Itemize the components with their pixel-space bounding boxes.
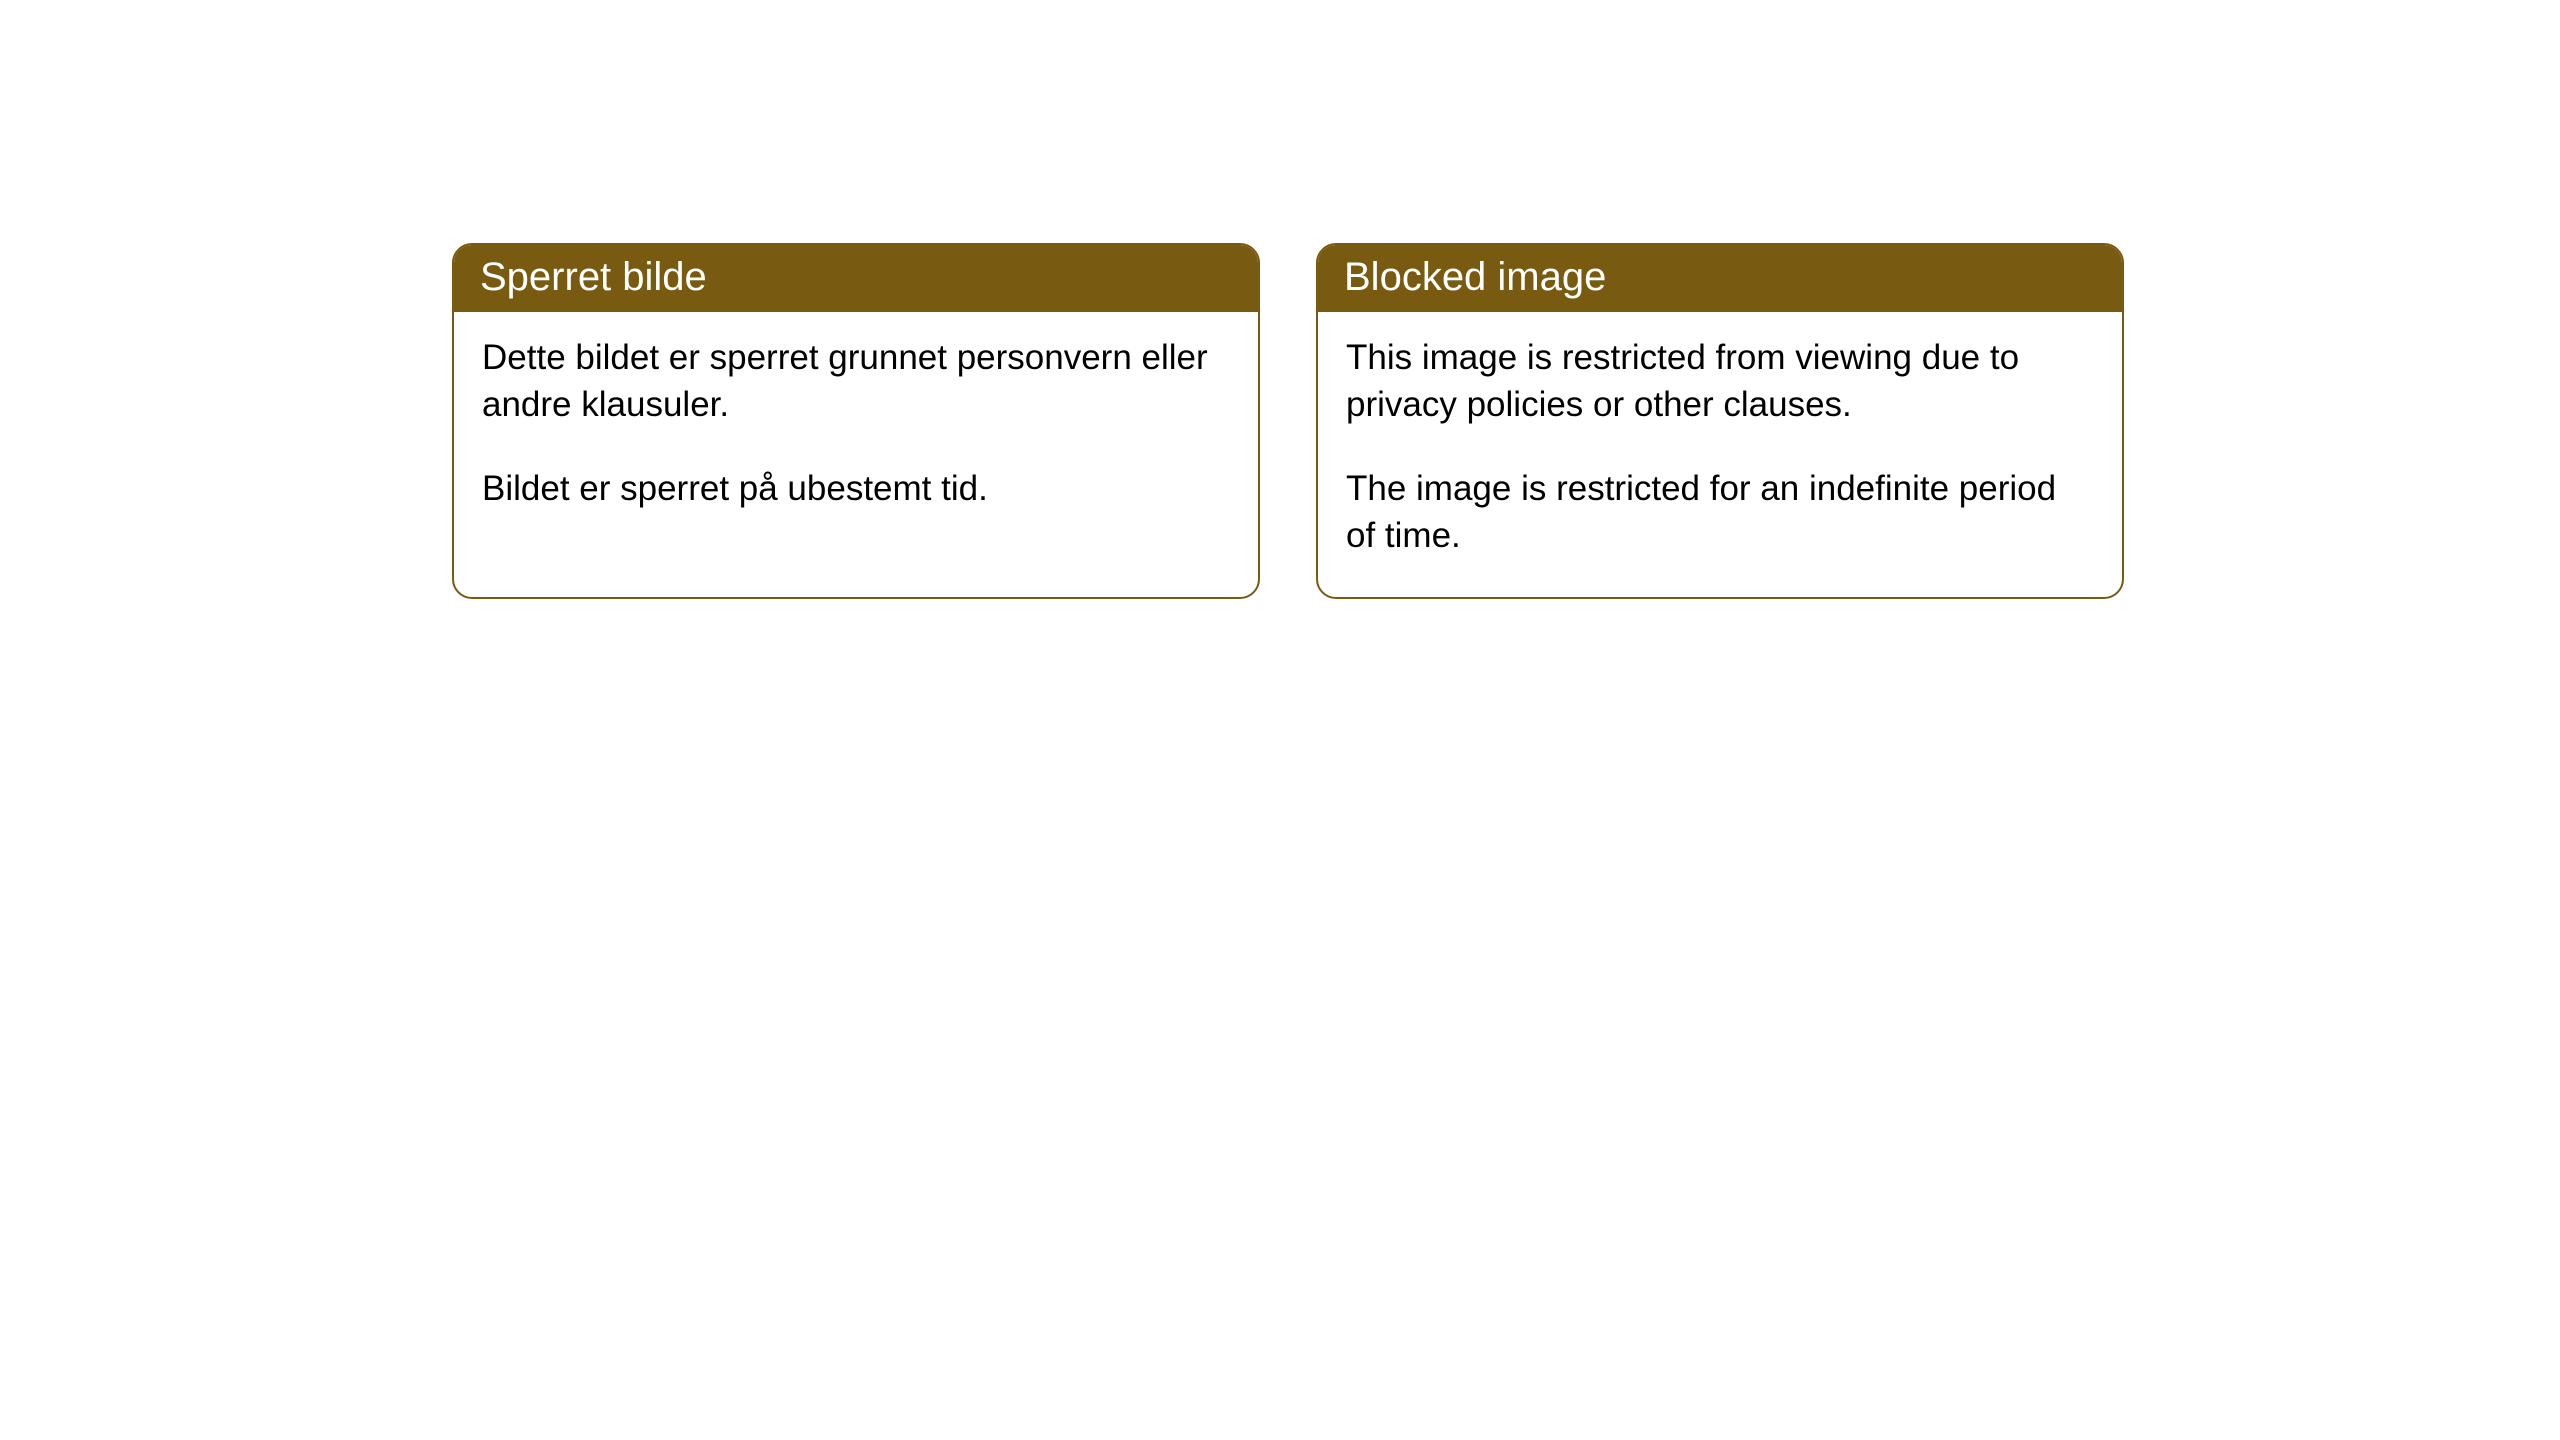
card-paragraph: The image is restricted for an indefinit… (1346, 465, 2094, 560)
card-title: Sperret bilde (454, 245, 1258, 312)
card-body: Dette bildet er sperret grunnet personve… (454, 312, 1258, 550)
card-paragraph: This image is restricted from viewing du… (1346, 334, 2094, 429)
notice-card-norwegian: Sperret bilde Dette bildet er sperret gr… (452, 243, 1260, 599)
card-paragraph: Dette bildet er sperret grunnet personve… (482, 334, 1230, 429)
card-title: Blocked image (1318, 245, 2122, 312)
card-body: This image is restricted from viewing du… (1318, 312, 2122, 597)
card-paragraph: Bildet er sperret på ubestemt tid. (482, 465, 1230, 512)
notice-container: Sperret bilde Dette bildet er sperret gr… (452, 243, 2124, 599)
notice-card-english: Blocked image This image is restricted f… (1316, 243, 2124, 599)
